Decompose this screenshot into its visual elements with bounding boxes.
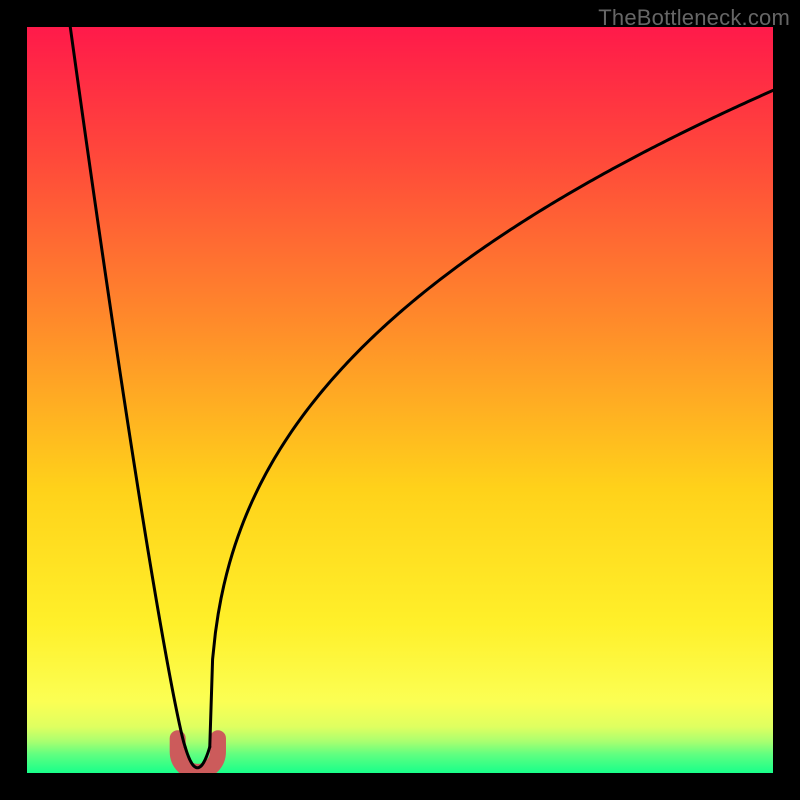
plot-area: [27, 27, 773, 773]
plot-svg: [27, 27, 773, 773]
plot-background-gradient: [27, 27, 773, 773]
attribution-text: TheBottleneck.com: [598, 5, 790, 31]
